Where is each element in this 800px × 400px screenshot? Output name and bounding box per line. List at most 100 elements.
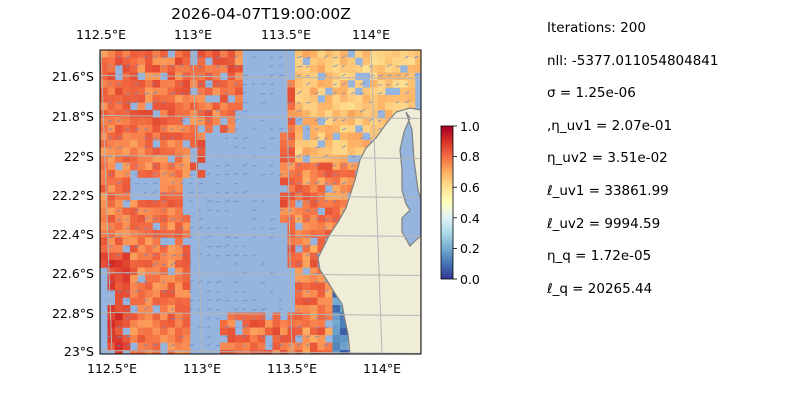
current-arrow xyxy=(323,172,327,176)
field-cell xyxy=(362,140,371,148)
current-arrow xyxy=(296,289,302,293)
field-cell xyxy=(317,170,326,178)
field-cell xyxy=(152,327,161,336)
field-cell xyxy=(340,335,348,343)
current-arrow xyxy=(242,245,247,248)
top-lon-tick: 114°E xyxy=(352,27,390,42)
field-cell xyxy=(152,275,161,283)
field-cell xyxy=(182,290,191,298)
field-cell xyxy=(175,65,183,73)
field-cell xyxy=(122,267,131,276)
field-cell xyxy=(152,320,161,328)
field-cell xyxy=(227,312,236,321)
current-arrow xyxy=(287,118,292,122)
field-cell xyxy=(122,87,131,96)
field-cell xyxy=(272,312,281,321)
field-cell xyxy=(137,312,146,321)
current-arrow xyxy=(332,56,338,59)
field-cell xyxy=(190,117,198,126)
current-arrow xyxy=(287,101,292,104)
current-arrow xyxy=(116,253,121,257)
field-cell xyxy=(302,305,311,313)
current-arrow xyxy=(413,72,419,77)
field-cell xyxy=(100,200,108,208)
field-cell xyxy=(302,170,311,178)
field-cell xyxy=(145,155,153,163)
field-cell xyxy=(182,162,191,171)
field-cell xyxy=(175,50,183,58)
landmass xyxy=(317,107,421,354)
field-cell xyxy=(295,102,303,111)
stat-eta-uv2: η_uv2 = 3.51e-02 xyxy=(547,150,668,167)
current-arrow xyxy=(260,262,265,266)
current-arrow xyxy=(170,218,176,221)
field-cell xyxy=(160,335,168,343)
current-arrow xyxy=(143,306,149,311)
current-arrow xyxy=(278,334,282,338)
current-arrow xyxy=(251,164,257,167)
field-cell xyxy=(400,50,408,58)
field-cell xyxy=(302,65,311,73)
current-arrow xyxy=(269,127,273,131)
field-cell xyxy=(100,162,108,171)
current-arrow xyxy=(206,342,212,347)
field-cell xyxy=(107,95,116,103)
field-cell xyxy=(220,327,228,336)
current-arrow xyxy=(161,281,166,284)
field-cell xyxy=(167,125,176,133)
field-cell xyxy=(167,297,176,306)
field-cell xyxy=(182,57,191,66)
current-arrow xyxy=(206,73,212,77)
current-arrow xyxy=(260,101,267,104)
field-cell xyxy=(137,57,146,66)
field-cell xyxy=(152,282,161,291)
field-cell xyxy=(347,140,356,148)
field-cell xyxy=(107,192,116,201)
current-arrow xyxy=(143,191,147,194)
field-cell xyxy=(310,80,318,88)
field-cell xyxy=(160,327,168,336)
field-cell xyxy=(385,65,393,73)
field-cell xyxy=(205,65,213,73)
current-arrow xyxy=(341,73,346,77)
field-cell xyxy=(295,87,303,96)
field-cell xyxy=(385,80,393,88)
stat-nll: nll: -5377.011054804841 xyxy=(547,52,719,69)
current-arrow xyxy=(269,218,276,221)
current-arrow xyxy=(107,82,112,86)
field-cell xyxy=(145,282,153,291)
field-cell xyxy=(115,252,123,261)
current-arrow xyxy=(332,190,337,194)
current-arrow xyxy=(134,245,140,248)
field-cell xyxy=(167,200,176,208)
field-cell xyxy=(145,305,153,313)
field-cell xyxy=(175,327,183,336)
field-cell xyxy=(340,177,348,186)
current-arrow xyxy=(188,308,193,311)
field-cell xyxy=(115,297,123,306)
field-cell xyxy=(160,80,168,88)
field-cell xyxy=(115,237,123,246)
field-cell xyxy=(302,327,311,336)
field-cell xyxy=(295,275,303,283)
field-cell xyxy=(310,252,318,261)
field-cell xyxy=(407,57,416,66)
field-cell xyxy=(407,87,416,96)
field-cell xyxy=(317,275,326,283)
current-arrow xyxy=(125,308,130,311)
field-cell xyxy=(310,177,318,186)
field-cell xyxy=(295,290,303,298)
field-cell xyxy=(130,282,138,291)
current-arrow xyxy=(134,127,141,131)
current-arrow xyxy=(206,199,213,203)
field-cell xyxy=(325,147,333,156)
field-cell xyxy=(160,102,168,111)
field-cell xyxy=(347,132,356,141)
field-cell xyxy=(175,192,183,201)
field-cell xyxy=(355,65,363,73)
field-cell xyxy=(280,207,288,216)
field-cell xyxy=(347,185,356,193)
current-arrow xyxy=(251,82,255,86)
field-cell xyxy=(317,110,326,118)
field-cell xyxy=(107,222,116,231)
